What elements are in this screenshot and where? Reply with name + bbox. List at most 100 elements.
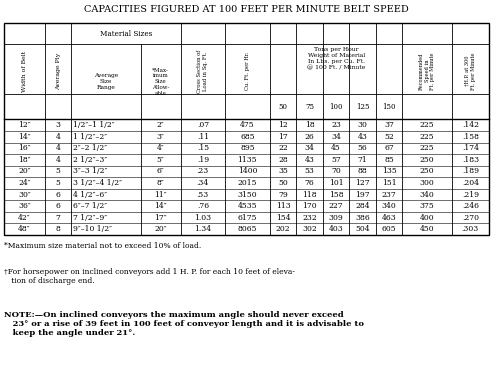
Text: 154: 154	[276, 213, 290, 222]
Text: Recommended
Speed in
Ft. per Minute: Recommended Speed in Ft. per Minute	[419, 53, 435, 90]
Text: 284: 284	[355, 202, 370, 210]
Text: 300: 300	[420, 179, 434, 187]
Text: 170: 170	[302, 202, 317, 210]
Text: Tons per Hour
Weight of Material
In Lbs. per Cu. Ft.
@ 100 Ft. / Minute: Tons per Hour Weight of Material In Lbs.…	[307, 47, 365, 70]
Text: Average
Size
Range: Average Size Range	[94, 74, 118, 90]
Text: 26: 26	[305, 133, 315, 141]
Text: 22: 22	[279, 144, 288, 152]
Text: .183: .183	[462, 156, 479, 164]
Text: 150: 150	[383, 103, 396, 111]
Text: 232: 232	[302, 213, 317, 222]
Text: 340: 340	[382, 202, 396, 210]
Text: 386: 386	[355, 213, 370, 222]
Text: 4″: 4″	[157, 144, 165, 152]
Text: 375: 375	[420, 202, 434, 210]
Text: 225: 225	[420, 121, 434, 129]
Text: 67: 67	[384, 144, 394, 152]
Text: 24″: 24″	[18, 179, 31, 187]
Text: 4: 4	[56, 156, 61, 164]
Text: 1/2″–1 1/2″: 1/2″–1 1/2″	[73, 121, 115, 129]
Text: 3″–3 1/2″: 3″–3 1/2″	[73, 167, 107, 175]
Text: .189: .189	[462, 167, 479, 175]
Text: 43: 43	[305, 156, 315, 164]
Text: 36″: 36″	[18, 202, 31, 210]
Text: .174: .174	[462, 144, 479, 152]
Text: 1135: 1135	[238, 156, 257, 164]
Text: 202: 202	[276, 225, 290, 233]
Text: 50: 50	[279, 179, 288, 187]
Text: 34: 34	[331, 133, 341, 141]
Text: 20″: 20″	[154, 225, 167, 233]
Text: 30″: 30″	[18, 191, 31, 199]
Text: 6: 6	[56, 191, 61, 199]
Text: 309: 309	[329, 213, 344, 222]
Text: 2015: 2015	[238, 179, 257, 187]
Text: 8: 8	[56, 225, 61, 233]
Text: 4535: 4535	[238, 202, 257, 210]
Text: 4: 4	[56, 133, 61, 141]
Text: .34: .34	[197, 179, 209, 187]
Text: 12″: 12″	[18, 121, 31, 129]
Text: 52: 52	[384, 133, 394, 141]
Text: 56: 56	[358, 144, 368, 152]
Text: 463: 463	[382, 213, 396, 222]
Text: 135: 135	[382, 167, 396, 175]
Text: 113: 113	[276, 202, 290, 210]
Text: NOTE:—On inclined conveyors the maximum angle should never exceed
   23° or a ri: NOTE:—On inclined conveyors the maximum …	[4, 311, 364, 337]
Text: 17: 17	[279, 133, 288, 141]
Text: 237: 237	[382, 191, 396, 199]
Text: 2″–2 1/2″: 2″–2 1/2″	[73, 144, 107, 152]
Text: 7 1/2″–9″: 7 1/2″–9″	[73, 213, 107, 222]
Text: 11″: 11″	[154, 191, 167, 199]
Text: .303: .303	[462, 225, 479, 233]
Text: .142: .142	[462, 121, 479, 129]
Text: 8″: 8″	[157, 179, 165, 187]
Text: 4 1/2″–6″: 4 1/2″–6″	[73, 191, 107, 199]
Text: 57: 57	[331, 156, 341, 164]
Text: 100: 100	[329, 103, 343, 111]
Text: .246: .246	[462, 202, 479, 210]
Text: 5: 5	[56, 179, 61, 187]
Text: 79: 79	[279, 191, 288, 199]
Text: 225: 225	[420, 144, 434, 152]
Text: 75: 75	[305, 103, 314, 111]
Text: 225: 225	[420, 133, 434, 141]
Text: 5″: 5″	[157, 156, 165, 164]
Text: 400: 400	[420, 213, 434, 222]
Text: 605: 605	[382, 225, 396, 233]
Text: 158: 158	[329, 191, 344, 199]
Text: 2 1/2″–3″: 2 1/2″–3″	[73, 156, 107, 164]
Text: 6: 6	[56, 202, 61, 210]
Text: 3: 3	[56, 121, 61, 129]
Text: 1.03: 1.03	[194, 213, 211, 222]
Text: 5: 5	[56, 167, 61, 175]
Text: 895: 895	[240, 144, 255, 152]
Text: 1.34: 1.34	[194, 225, 211, 233]
Text: 7: 7	[56, 213, 61, 222]
Text: 45: 45	[331, 144, 341, 152]
Text: Cross Section of
Load in Sq. Ft.: Cross Section of Load in Sq. Ft.	[198, 50, 208, 93]
Text: 302: 302	[302, 225, 317, 233]
Text: 16″: 16″	[18, 144, 31, 152]
Text: 450: 450	[420, 225, 434, 233]
Text: 18: 18	[305, 121, 315, 129]
Text: 3150: 3150	[238, 191, 257, 199]
Text: 6175: 6175	[238, 213, 257, 222]
Text: 53: 53	[305, 167, 315, 175]
Text: 50: 50	[279, 103, 288, 111]
Text: 76: 76	[305, 179, 315, 187]
Text: 71: 71	[358, 156, 368, 164]
Text: 14″: 14″	[18, 133, 31, 141]
Bar	[4, 23, 489, 235]
Text: .23: .23	[197, 167, 209, 175]
Text: †H.P. at 300
Ft. per Minute: †H.P. at 300 Ft. per Minute	[465, 53, 476, 90]
Text: 14″: 14″	[154, 202, 167, 210]
Text: 85: 85	[384, 156, 394, 164]
Text: .07: .07	[197, 121, 209, 129]
Text: .219: .219	[462, 191, 479, 199]
Text: 685: 685	[240, 133, 255, 141]
Text: 12: 12	[279, 121, 288, 129]
Text: *Max-
imum
Size
Allow-
able: *Max- imum Size Allow- able	[152, 68, 170, 96]
Text: CAPACITIES FIGURED AT 100 FEET PER MINUTE BELT SPEED: CAPACITIES FIGURED AT 100 FEET PER MINUT…	[84, 5, 409, 14]
Text: 1400: 1400	[238, 167, 257, 175]
